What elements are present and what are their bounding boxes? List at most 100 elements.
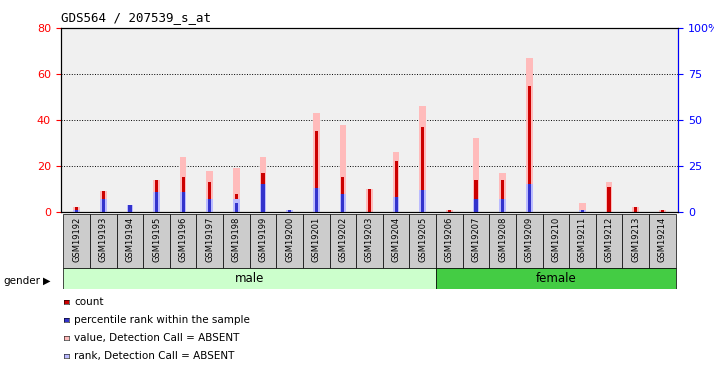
Text: GSM19202: GSM19202 bbox=[338, 216, 348, 262]
Bar bbox=[206, 199, 213, 212]
Bar bbox=[233, 168, 240, 212]
Bar bbox=[569, 214, 595, 268]
Bar bbox=[501, 199, 504, 212]
Bar bbox=[286, 210, 293, 212]
Bar bbox=[90, 214, 116, 268]
Bar bbox=[74, 207, 80, 212]
Bar bbox=[170, 214, 196, 268]
Bar bbox=[64, 268, 436, 289]
Bar bbox=[499, 199, 506, 212]
Bar bbox=[101, 191, 105, 212]
Bar bbox=[315, 188, 318, 212]
Bar bbox=[579, 202, 585, 212]
Bar bbox=[250, 214, 276, 268]
Bar bbox=[516, 214, 543, 268]
Bar bbox=[223, 214, 250, 268]
Text: GSM19211: GSM19211 bbox=[578, 216, 587, 262]
Text: male: male bbox=[235, 272, 264, 285]
Bar bbox=[473, 138, 479, 212]
Text: ▶: ▶ bbox=[43, 276, 51, 285]
Bar bbox=[260, 184, 266, 212]
Bar bbox=[303, 214, 330, 268]
Bar bbox=[101, 199, 105, 212]
Text: GSM19201: GSM19201 bbox=[312, 216, 321, 262]
Bar bbox=[74, 210, 80, 212]
Text: GSM19214: GSM19214 bbox=[658, 216, 667, 262]
Text: GSM19205: GSM19205 bbox=[418, 216, 427, 262]
Bar bbox=[649, 214, 675, 268]
Bar bbox=[499, 173, 506, 212]
Bar bbox=[393, 152, 399, 212]
Bar bbox=[276, 214, 303, 268]
Bar bbox=[208, 199, 211, 212]
Bar bbox=[181, 192, 185, 212]
Bar bbox=[340, 194, 346, 212]
Bar bbox=[144, 214, 170, 268]
Bar bbox=[528, 86, 531, 212]
Text: GSM19210: GSM19210 bbox=[551, 216, 560, 262]
Bar bbox=[126, 204, 134, 212]
Text: GSM19203: GSM19203 bbox=[365, 216, 374, 262]
Bar bbox=[366, 189, 373, 212]
Bar bbox=[261, 184, 265, 212]
Bar bbox=[196, 214, 223, 268]
Bar bbox=[421, 127, 424, 212]
Bar bbox=[154, 192, 160, 212]
Bar bbox=[100, 199, 106, 212]
Bar bbox=[261, 173, 265, 212]
Bar bbox=[581, 210, 584, 212]
Bar bbox=[528, 184, 531, 212]
Bar bbox=[489, 214, 516, 268]
Text: GSM19204: GSM19204 bbox=[391, 216, 401, 262]
Bar bbox=[116, 214, 144, 268]
Bar bbox=[623, 214, 649, 268]
Bar bbox=[341, 194, 344, 212]
Bar bbox=[64, 214, 90, 268]
Bar bbox=[474, 199, 478, 212]
Bar bbox=[463, 214, 489, 268]
Bar bbox=[180, 192, 186, 212]
Text: GSM19209: GSM19209 bbox=[525, 216, 534, 262]
Bar bbox=[129, 204, 131, 212]
Bar bbox=[659, 210, 665, 212]
Text: GSM19195: GSM19195 bbox=[152, 216, 161, 262]
Bar bbox=[543, 214, 569, 268]
Bar bbox=[180, 157, 186, 212]
Bar bbox=[313, 188, 320, 212]
Bar bbox=[155, 192, 158, 212]
Bar bbox=[208, 182, 211, 212]
Text: value, Detection Call = ABSENT: value, Detection Call = ABSENT bbox=[74, 333, 240, 343]
Bar bbox=[633, 207, 639, 212]
Bar bbox=[395, 161, 398, 212]
Text: GSM19208: GSM19208 bbox=[498, 216, 507, 262]
Bar bbox=[330, 214, 356, 268]
Bar bbox=[235, 194, 238, 212]
Text: GSM19200: GSM19200 bbox=[285, 216, 294, 262]
Bar bbox=[608, 187, 610, 212]
Text: GSM19199: GSM19199 bbox=[258, 216, 268, 262]
Bar bbox=[473, 199, 479, 212]
Bar bbox=[154, 180, 160, 212]
Text: GSM19194: GSM19194 bbox=[126, 216, 134, 262]
Bar bbox=[419, 190, 426, 212]
Text: GSM19206: GSM19206 bbox=[445, 216, 454, 262]
Bar bbox=[660, 210, 664, 212]
Text: GSM19196: GSM19196 bbox=[178, 216, 188, 262]
Bar bbox=[356, 214, 383, 268]
Bar bbox=[436, 214, 463, 268]
Bar bbox=[288, 210, 291, 212]
Bar bbox=[436, 268, 675, 289]
Bar bbox=[501, 180, 504, 212]
Bar bbox=[368, 189, 371, 212]
Bar bbox=[155, 180, 158, 212]
Bar bbox=[383, 214, 409, 268]
Bar bbox=[181, 177, 185, 212]
Bar bbox=[100, 191, 106, 212]
Text: GSM19197: GSM19197 bbox=[205, 216, 214, 262]
Bar bbox=[75, 210, 79, 212]
Text: percentile rank within the sample: percentile rank within the sample bbox=[74, 315, 251, 325]
Bar bbox=[634, 207, 638, 212]
Bar bbox=[75, 207, 79, 212]
Text: GSM19198: GSM19198 bbox=[232, 216, 241, 262]
Text: count: count bbox=[74, 297, 104, 307]
